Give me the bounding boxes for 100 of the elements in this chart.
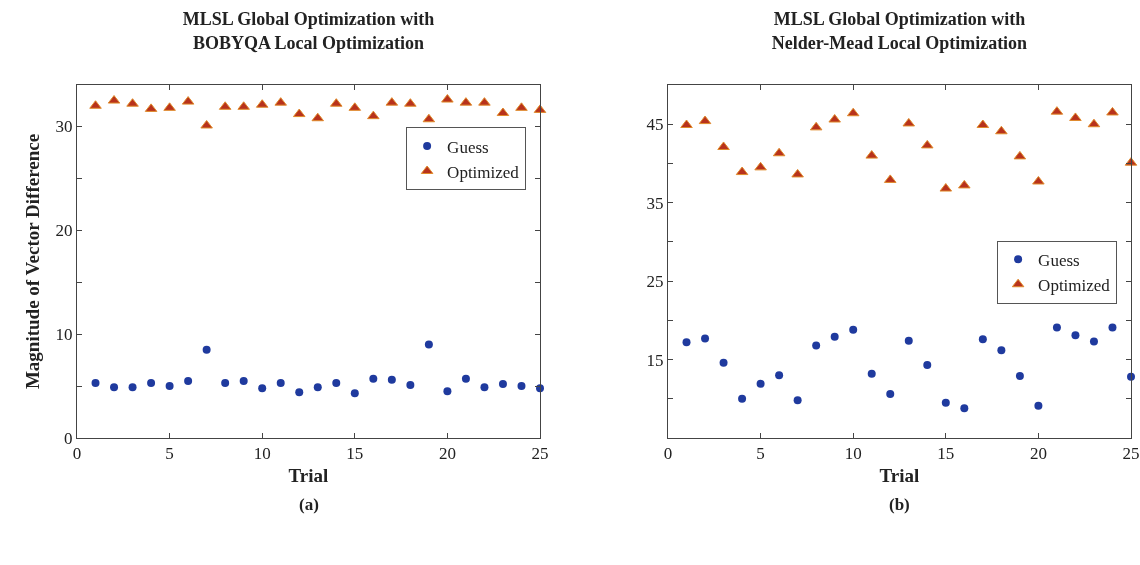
point	[1013, 150, 1027, 160]
point	[849, 325, 858, 334]
point	[165, 382, 174, 391]
point	[941, 398, 950, 407]
point	[424, 340, 433, 349]
y-tick-label: 45	[646, 115, 664, 135]
y-axis-title: Magnitude of Vector Difference	[22, 133, 44, 390]
point	[1034, 401, 1043, 410]
point	[809, 121, 823, 131]
point	[1015, 372, 1024, 381]
y-tick-label: 10	[55, 325, 73, 345]
x-tick-label: 5	[756, 444, 765, 464]
point	[184, 376, 193, 385]
point	[332, 378, 341, 387]
point	[754, 161, 767, 171]
point	[1087, 118, 1101, 128]
x-axis-title: Trial	[288, 465, 329, 487]
point	[350, 389, 359, 398]
point	[772, 147, 786, 157]
point	[793, 396, 802, 405]
point	[701, 334, 710, 343]
text: (b)	[889, 495, 910, 514]
point	[147, 378, 156, 387]
point	[406, 381, 415, 390]
point	[978, 335, 987, 344]
point	[921, 139, 934, 149]
point	[923, 361, 932, 370]
legend-label: Guess	[447, 137, 489, 157]
point	[1052, 323, 1061, 332]
point	[902, 117, 916, 127]
point	[367, 110, 380, 120]
point	[958, 179, 971, 189]
y-tick-label: 15	[646, 350, 664, 370]
point	[1089, 337, 1098, 346]
point	[1108, 323, 1117, 332]
legend-label: Optimized	[1038, 275, 1111, 295]
point	[682, 338, 691, 347]
point	[1071, 331, 1080, 340]
point	[496, 107, 510, 117]
x-tick-label: 5	[165, 444, 174, 464]
point	[239, 376, 248, 385]
y-tick-label: 0	[64, 428, 73, 448]
point	[221, 378, 230, 387]
point	[128, 383, 137, 392]
point	[738, 394, 747, 403]
point	[698, 115, 712, 125]
chart-title: MLSL Global Optimization with BOBYQA Local Optimization	[182, 9, 435, 53]
point	[292, 108, 306, 118]
point	[311, 112, 325, 122]
y-tick-label: 20	[55, 221, 73, 241]
point	[200, 119, 213, 129]
x-tick-label: 10	[253, 444, 271, 464]
x-tick-label: 25	[1122, 444, 1140, 464]
x-tick-label: 20	[1029, 444, 1047, 464]
point	[791, 168, 804, 178]
point	[369, 374, 378, 383]
point	[904, 336, 913, 345]
point	[867, 369, 876, 378]
point	[976, 119, 990, 129]
point	[846, 107, 860, 117]
point	[830, 332, 839, 341]
x-axis-title: Trial	[879, 465, 920, 487]
point	[91, 378, 100, 387]
y-tick-label: 25	[646, 272, 664, 292]
point	[517, 382, 526, 391]
point	[387, 375, 396, 384]
point	[422, 113, 436, 123]
point	[886, 390, 895, 399]
point	[756, 379, 765, 388]
point	[258, 384, 267, 393]
point	[995, 125, 1008, 135]
x-tick-label: 25	[531, 444, 549, 464]
point	[1127, 372, 1135, 381]
point	[461, 374, 470, 383]
x-tick-label: 20	[438, 444, 456, 464]
point	[480, 383, 489, 392]
text: (a)	[299, 495, 319, 514]
point	[960, 404, 969, 413]
point	[680, 119, 693, 129]
point	[110, 383, 119, 392]
point	[1106, 106, 1119, 116]
point	[313, 383, 322, 392]
point	[443, 387, 452, 396]
point	[735, 166, 749, 176]
y-tick-label: 35	[646, 193, 664, 213]
legend-label: Guess	[1038, 250, 1080, 270]
point	[202, 345, 211, 354]
x-tick-label: 10	[844, 444, 862, 464]
x-tick-label: 15	[346, 444, 364, 464]
chart-title: MLSL Global Optimization with Nelder-Mead Local Optimization	[771, 9, 1028, 53]
point	[1032, 175, 1045, 185]
point	[997, 346, 1006, 355]
x-tick-label: 15	[937, 444, 955, 464]
point	[498, 380, 507, 389]
point	[812, 341, 821, 350]
point	[295, 388, 304, 397]
point	[276, 378, 285, 387]
point	[775, 371, 784, 380]
legend-label: Optimized	[447, 162, 520, 182]
point	[719, 358, 728, 367]
